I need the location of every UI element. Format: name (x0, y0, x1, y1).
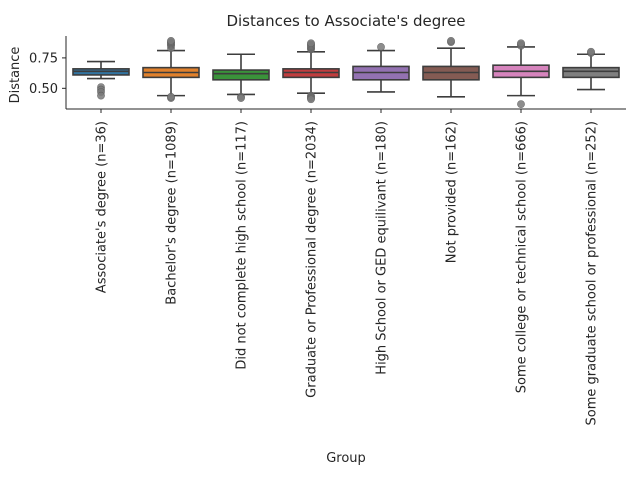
x-tick-label: Associate's degree (n=36) (95, 121, 110, 293)
x-tick-label: Not provided (n=162) (445, 121, 460, 263)
box-4 (282, 39, 340, 104)
outlier-point (167, 92, 175, 101)
y-axis-label: Distance (8, 47, 23, 104)
x-axis-label: Group (326, 451, 366, 466)
y-ticks: 0.50 0.75 (29, 51, 66, 97)
boxes-group (72, 36, 620, 109)
y-tick-label: 0.75 (29, 51, 58, 66)
outlier-point (447, 36, 455, 45)
box-8 (562, 47, 620, 91)
outlier-point (517, 100, 525, 109)
x-tick-label: Some college or technical school (n=666) (515, 121, 530, 393)
outlier-point (97, 91, 105, 100)
outlier-point (167, 36, 175, 45)
x-tick-label: High School or GED equilivant (n=180) (375, 121, 390, 375)
x-tick-label: Graduate or Professional degree (n=2034) (305, 121, 320, 398)
x-ticks: Associate's degree (n=36) Bachelor's degr… (95, 109, 600, 425)
chart-title: Distances to Associate's degree (226, 12, 465, 30)
x-tick-label: Some graduate school or professional (n=… (585, 121, 600, 425)
outlier-point (517, 39, 525, 48)
outlier-point (237, 94, 245, 102)
y-tick-label: 0.50 (29, 82, 58, 97)
outlier-point (377, 43, 385, 51)
box-6 (422, 36, 480, 98)
box-iqr (212, 69, 270, 81)
box-3 (212, 53, 270, 102)
box-7 (492, 39, 550, 109)
outlier-point (307, 95, 315, 104)
box-2 (142, 36, 200, 102)
outlier-point (307, 39, 315, 48)
x-tick-label: Did not complete high school (n=117) (235, 121, 250, 370)
box-iqr (562, 66, 620, 79)
x-tick-label: Bachelor's degree (n=1089) (165, 121, 180, 305)
box-1 (72, 60, 130, 100)
outlier-point (587, 47, 595, 56)
box-5 (352, 43, 410, 93)
